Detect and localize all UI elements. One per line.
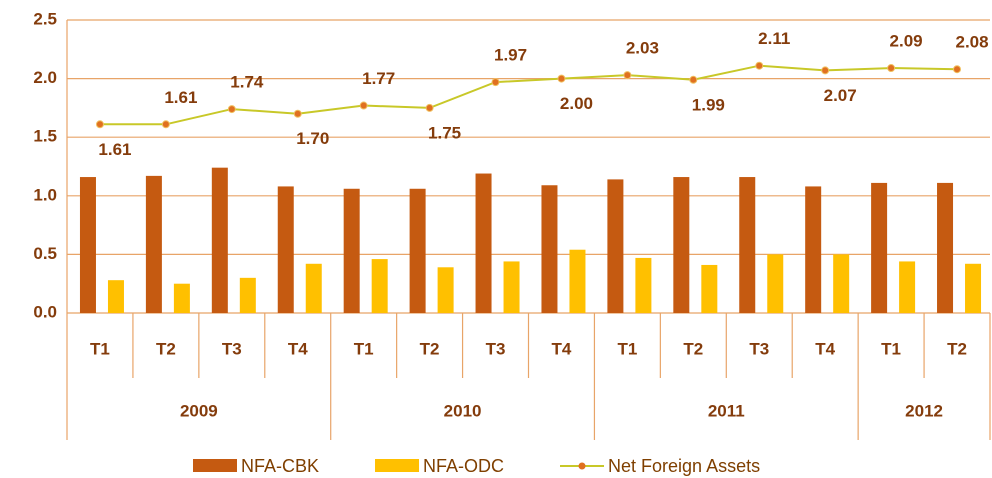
bar	[635, 257, 652, 313]
marker	[425, 103, 434, 112]
data-label: 2.08	[955, 33, 988, 52]
x-tick-label: T1	[90, 339, 110, 358]
legend-swatch	[578, 462, 586, 470]
y-tick-label: 0.0	[33, 302, 57, 321]
bar	[79, 177, 96, 313]
x-tick-label: T2	[156, 339, 176, 358]
data-label: 1.97	[494, 46, 527, 65]
x-tick-label: T4	[815, 339, 835, 358]
bar	[409, 188, 426, 313]
y-tick-label: 2.5	[33, 9, 57, 28]
data-label: 2.00	[560, 94, 593, 113]
data-label: 1.77	[362, 69, 395, 88]
bar	[805, 186, 822, 313]
marker	[755, 61, 764, 70]
bar	[277, 186, 294, 313]
bar	[569, 249, 586, 313]
data-label: 1.70	[296, 129, 329, 148]
bar	[475, 173, 492, 313]
y-tick-label: 1.5	[33, 127, 57, 146]
marker	[689, 75, 698, 84]
bar	[107, 280, 124, 313]
data-label: 1.61	[98, 140, 131, 159]
bar	[239, 277, 256, 313]
legend-label: Net Foreign Assets	[608, 456, 760, 476]
bar	[305, 263, 322, 313]
bar	[937, 182, 954, 313]
bar	[211, 167, 228, 313]
group-label: 2011	[708, 401, 745, 420]
legend-label: NFA-CBK	[241, 456, 319, 476]
marker	[821, 66, 830, 75]
marker	[293, 109, 302, 118]
bar	[833, 254, 850, 313]
bar	[173, 283, 190, 313]
bar	[673, 177, 690, 313]
group-label: 2010	[444, 401, 482, 420]
marker	[359, 101, 368, 110]
data-label: 2.03	[626, 39, 659, 58]
y-tick-label: 1.0	[33, 185, 57, 204]
x-tick-label: T4	[552, 339, 572, 358]
x-tick-label: T2	[420, 339, 440, 358]
marker	[227, 105, 236, 114]
legend-label: NFA-ODC	[423, 456, 504, 476]
data-label: 2.09	[890, 32, 923, 51]
bar	[965, 263, 982, 313]
bar	[145, 175, 162, 313]
marker	[557, 74, 566, 83]
x-tick-label: T2	[683, 339, 703, 358]
bar	[437, 267, 454, 313]
marker	[491, 78, 500, 87]
x-tick-label: T1	[881, 339, 901, 358]
data-label: 1.61	[164, 88, 197, 107]
group-label: 2009	[180, 401, 218, 420]
bar	[701, 264, 718, 313]
bar	[541, 185, 558, 313]
bar	[739, 177, 756, 313]
data-label: 1.99	[692, 95, 725, 114]
x-tick-label: T3	[749, 339, 769, 358]
marker	[887, 64, 896, 73]
marker	[161, 120, 170, 129]
x-tick-label: T3	[486, 339, 506, 358]
data-label: 2.07	[824, 86, 857, 105]
marker	[953, 65, 962, 74]
bar	[371, 259, 388, 313]
marker	[623, 71, 632, 80]
group-label: 2012	[905, 401, 943, 420]
y-tick-label: 2.0	[33, 68, 57, 87]
bar	[871, 182, 888, 313]
line	[99, 64, 958, 126]
bar	[607, 179, 624, 313]
bar	[343, 188, 360, 313]
data-label: 1.75	[428, 123, 461, 142]
x-tick-label: T3	[222, 339, 242, 358]
data-label: 1.74	[230, 73, 264, 92]
x-tick-label: T4	[288, 339, 308, 358]
legend-swatch	[375, 459, 420, 472]
bar	[767, 254, 784, 313]
legend-swatch	[193, 459, 237, 472]
x-tick-label: T2	[947, 339, 967, 358]
x-tick-label: T1	[617, 339, 637, 358]
y-tick-label: 0.5	[33, 244, 57, 263]
marker	[95, 120, 104, 129]
bar	[899, 261, 916, 313]
data-label: 2.11	[758, 29, 790, 48]
bar	[503, 261, 520, 313]
x-tick-label: T1	[354, 339, 374, 358]
